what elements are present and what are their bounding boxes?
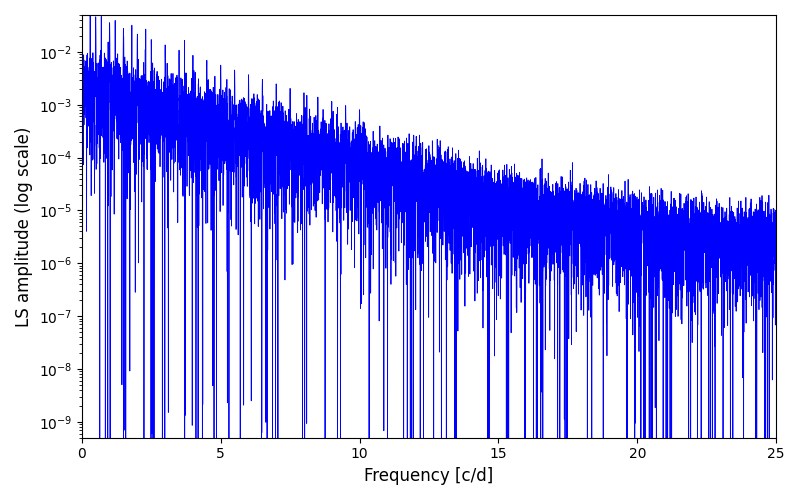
X-axis label: Frequency [c/d]: Frequency [c/d] bbox=[364, 467, 494, 485]
Y-axis label: LS amplitude (log scale): LS amplitude (log scale) bbox=[15, 126, 33, 326]
